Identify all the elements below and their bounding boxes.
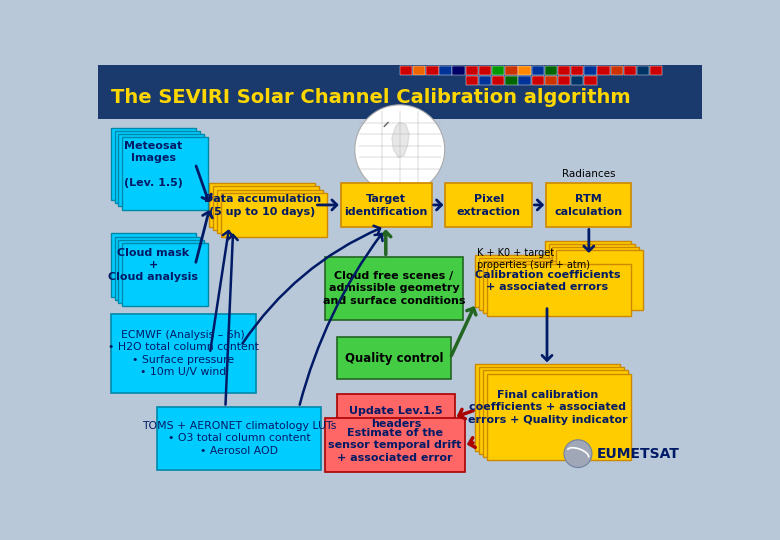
Circle shape <box>564 440 592 468</box>
Bar <box>479 66 491 75</box>
FancyBboxPatch shape <box>487 264 632 316</box>
FancyBboxPatch shape <box>341 184 431 227</box>
FancyBboxPatch shape <box>111 233 196 296</box>
FancyBboxPatch shape <box>111 314 256 393</box>
FancyBboxPatch shape <box>119 134 204 206</box>
Polygon shape <box>392 123 409 157</box>
FancyBboxPatch shape <box>556 251 643 309</box>
FancyBboxPatch shape <box>479 258 624 309</box>
FancyBboxPatch shape <box>221 193 327 237</box>
Bar <box>544 76 557 85</box>
FancyBboxPatch shape <box>122 242 207 306</box>
Bar <box>584 66 597 75</box>
FancyBboxPatch shape <box>119 240 204 303</box>
Text: Estimate of the
sensor temporal drift
+ associated error: Estimate of the sensor temporal drift + … <box>328 428 462 463</box>
Text: ECMWF (Analysis – 6h)
• H2O total column content
• Surface pressure
• 10m U/V wi: ECMWF (Analysis – 6h) • H2O total column… <box>108 330 259 377</box>
Bar <box>399 65 702 119</box>
Circle shape <box>355 105 445 194</box>
Bar <box>519 76 530 85</box>
FancyBboxPatch shape <box>475 255 620 307</box>
Text: Target
identification: Target identification <box>345 194 428 217</box>
Bar <box>479 76 491 85</box>
FancyBboxPatch shape <box>115 237 200 300</box>
FancyBboxPatch shape <box>483 261 628 313</box>
Text: RTM
calculation: RTM calculation <box>555 194 623 217</box>
Text: Cloud mask
+
Cloud analysis: Cloud mask + Cloud analysis <box>108 248 198 282</box>
Text: EUMETSAT: EUMETSAT <box>597 447 679 461</box>
FancyBboxPatch shape <box>445 184 532 227</box>
FancyBboxPatch shape <box>122 137 207 210</box>
FancyBboxPatch shape <box>475 364 620 450</box>
FancyBboxPatch shape <box>337 394 455 441</box>
Text: Radiances: Radiances <box>562 169 615 179</box>
Text: Update Lev.1.5
headers: Update Lev.1.5 headers <box>349 406 443 429</box>
Bar <box>571 76 583 85</box>
FancyBboxPatch shape <box>213 186 319 231</box>
FancyBboxPatch shape <box>337 338 451 379</box>
Bar <box>426 66 438 75</box>
Bar <box>519 66 530 75</box>
FancyBboxPatch shape <box>115 131 200 204</box>
Bar <box>571 66 583 75</box>
Text: Final calibration
coefficients + associated
errors + Quality indicator: Final calibration coefficients + associa… <box>467 390 627 425</box>
Bar <box>558 66 570 75</box>
FancyBboxPatch shape <box>158 407 321 470</box>
FancyBboxPatch shape <box>209 184 315 227</box>
Bar <box>98 65 702 119</box>
Bar <box>584 76 597 85</box>
Bar <box>611 66 623 75</box>
FancyBboxPatch shape <box>483 370 628 457</box>
FancyBboxPatch shape <box>546 184 632 227</box>
Bar <box>531 76 544 85</box>
Bar <box>558 76 570 85</box>
Bar <box>597 66 610 75</box>
Bar <box>637 66 649 75</box>
Text: Meteosat
Images

(Lev. 1.5): Meteosat Images (Lev. 1.5) <box>124 140 183 188</box>
Bar <box>466 66 478 75</box>
Text: K + K0 + target
properties (surf + atm): K + K0 + target properties (surf + atm) <box>477 248 590 271</box>
FancyBboxPatch shape <box>325 418 465 472</box>
Bar <box>492 76 505 85</box>
Text: Calibration coefficients
+ associated errors: Calibration coefficients + associated er… <box>475 269 620 292</box>
Text: Data accumulation
(5 up to 10 days): Data accumulation (5 up to 10 days) <box>204 194 321 217</box>
FancyBboxPatch shape <box>544 241 632 300</box>
FancyBboxPatch shape <box>548 244 636 303</box>
Bar <box>531 66 544 75</box>
FancyBboxPatch shape <box>479 367 624 454</box>
Text: TOMS + AERONET climatology LUTs
• O3 total column content
• Aerosol AOD: TOMS + AERONET climatology LUTs • O3 tot… <box>142 421 336 456</box>
FancyBboxPatch shape <box>552 247 640 307</box>
Bar <box>439 66 452 75</box>
Text: The SEVIRI Solar Channel Calibration algorithm: The SEVIRI Solar Channel Calibration alg… <box>112 87 631 106</box>
Bar <box>505 66 518 75</box>
Text: Quality control: Quality control <box>345 352 443 365</box>
Bar <box>399 66 412 75</box>
Bar <box>466 76 478 85</box>
FancyBboxPatch shape <box>217 190 323 233</box>
Bar <box>413 66 425 75</box>
Bar <box>650 66 662 75</box>
Bar <box>544 66 557 75</box>
Bar <box>505 76 518 85</box>
Text: Pixel
extraction: Pixel extraction <box>457 194 521 217</box>
Bar <box>452 66 465 75</box>
FancyBboxPatch shape <box>487 374 632 460</box>
Bar <box>624 66 636 75</box>
FancyBboxPatch shape <box>325 256 463 320</box>
FancyBboxPatch shape <box>111 128 196 200</box>
Bar <box>492 66 505 75</box>
Text: Cloud free scenes /
admissible geometry
and surface conditions: Cloud free scenes / admissible geometry … <box>323 271 465 306</box>
